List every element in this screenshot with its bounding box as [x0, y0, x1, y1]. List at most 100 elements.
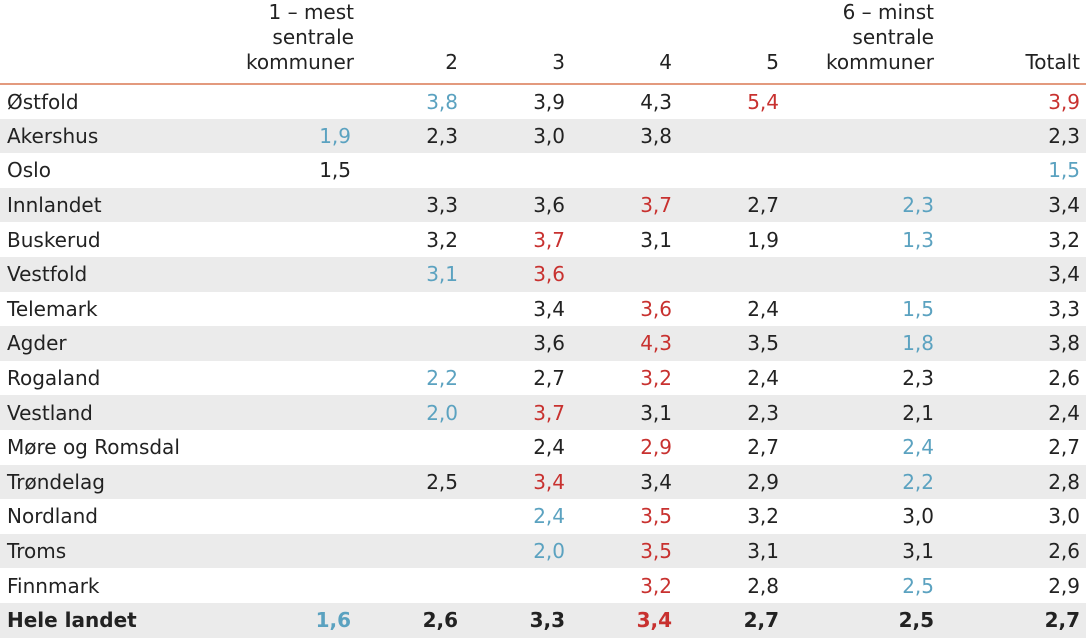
cell-col-5: 2,7	[747, 435, 779, 460]
cell-col-5: 2,4	[747, 366, 779, 391]
cell-col-6: 3,1	[785, 533, 940, 569]
cell-col-6: 1,5	[902, 296, 934, 321]
cell-col-total: 3,4	[940, 187, 1086, 223]
region-name: Akershus	[0, 118, 244, 154]
cell-col-5: 3,1	[678, 533, 785, 569]
cell-col-4: 3,2	[640, 366, 672, 391]
cell-col-6: 2,2	[785, 464, 940, 500]
cell-col-total: 3,2	[1048, 227, 1080, 252]
table-row: Nordland 2,4 3,5 3,2 3,0 3,0	[0, 499, 1086, 534]
cell-col-6: 2,1	[785, 395, 940, 430]
cell-col-3: 3,6	[464, 187, 571, 223]
cell-col-3: 3,6	[464, 256, 571, 292]
cell-col-5	[678, 153, 785, 188]
cell-col-4: 3,2	[640, 573, 672, 598]
cell-col-1: 1,9	[244, 118, 357, 154]
cell-col-2	[357, 533, 464, 569]
column-header-5: 5	[678, 0, 785, 85]
column-header-1-label: 1 – mest sentrale kommuner	[246, 0, 354, 74]
table-row: Agder 3,6 4,3 3,5 1,8 3,8	[0, 326, 1086, 361]
cell-col-1	[244, 256, 357, 292]
table-row: Troms 2,0 3,5 3,1 3,1 2,6	[0, 533, 1086, 569]
cell-col-1	[244, 499, 357, 534]
column-header-6-label: 6 – minst sentrale kommuner	[826, 0, 934, 74]
cell-col-6: 1,3	[902, 227, 934, 252]
region-name: Møre og Romsdal	[7, 435, 180, 460]
cell-col-3: 3,0	[464, 118, 571, 154]
table-row: Trøndelag 2,5 3,4 3,4 2,9 2,2 2,8	[0, 464, 1086, 500]
cell-col-6: 3,0	[902, 504, 934, 529]
column-header-total: Totalt	[940, 0, 1086, 85]
cell-col-4: 4,3	[640, 89, 672, 114]
region-name: Finnmark	[7, 573, 100, 598]
cell-col-5: 2,7	[678, 602, 785, 638]
cell-col-2: 3,1	[357, 256, 464, 292]
cell-col-4: 3,8	[571, 118, 678, 154]
cell-col-2: 2,0	[357, 395, 464, 430]
cell-col-5	[678, 118, 785, 154]
cell-col-total: 3,3	[1048, 296, 1080, 321]
cell-col-1	[244, 84, 357, 119]
column-header-3: 3	[464, 0, 571, 85]
cell-col-1	[244, 222, 357, 257]
table-row: Finnmark 3,2 2,8 2,5 2,9	[0, 568, 1086, 603]
cell-col-2: 2,5	[357, 464, 464, 500]
cell-col-4: 2,9	[640, 435, 672, 460]
table-row-total: Hele landet 1,6 2,6 3,3 3,4 2,7 2,5 2,7	[0, 602, 1086, 638]
cell-col-2: 3,3	[357, 187, 464, 223]
cell-col-2	[357, 153, 464, 188]
cell-col-2: 2,2	[426, 366, 458, 391]
cell-col-6: 2,3	[785, 187, 940, 223]
cell-col-5: 2,4	[747, 296, 779, 321]
cell-col-6: 1,8	[785, 326, 940, 361]
table-header: 1 – mest sentrale kommuner 2 3 4 5 6 – m…	[0, 0, 1086, 85]
cell-col-2	[357, 499, 464, 534]
region-name: Troms	[0, 533, 244, 569]
cell-col-4: 3,6	[640, 296, 672, 321]
table-row: Vestland 2,0 3,7 3,1 2,3 2,1 2,4	[0, 395, 1086, 430]
table-row: Rogaland 2,2 2,7 3,2 2,4 2,3 2,6	[0, 361, 1086, 396]
cell-col-3: 3,4	[464, 464, 571, 500]
cell-col-4	[571, 153, 678, 188]
cell-col-6: 2,5	[785, 602, 940, 638]
cell-col-6: 2,3	[902, 366, 934, 391]
cell-col-2	[357, 326, 464, 361]
region-name: Østfold	[7, 89, 79, 114]
table-row: Akershus 1,9 2,3 3,0 3,8 2,3	[0, 118, 1086, 154]
cell-col-2	[357, 292, 464, 327]
region-name: Innlandet	[0, 187, 244, 223]
cell-col-total: 2,3	[940, 118, 1086, 154]
cell-col-3: 2,4	[533, 504, 565, 529]
cell-col-1	[244, 464, 357, 500]
cell-col-4: 3,4	[571, 602, 678, 638]
table-row: Telemark 3,4 3,6 2,4 1,5 3,3	[0, 292, 1086, 327]
cell-col-6: 2,5	[902, 573, 934, 598]
cell-col-3	[464, 153, 571, 188]
cell-col-3: 2,4	[533, 435, 565, 460]
cell-col-3: 3,9	[533, 89, 565, 114]
region-name: Buskerud	[7, 227, 101, 252]
column-header-region	[0, 0, 244, 85]
cell-col-2: 2,6	[357, 602, 464, 638]
cell-col-3: 3,7	[533, 227, 565, 252]
cell-col-total: 2,7	[940, 602, 1086, 638]
cell-col-4: 3,5	[640, 504, 672, 529]
cell-col-5: 2,3	[678, 395, 785, 430]
table-row: Østfold 3,8 3,9 4,3 5,4 3,9	[0, 84, 1086, 119]
cell-col-4: 4,3	[571, 326, 678, 361]
cell-col-total: 3,9	[1048, 89, 1080, 114]
column-header-2: 2	[357, 0, 464, 85]
cell-col-2	[357, 568, 464, 603]
cell-col-total: 3,4	[940, 256, 1086, 292]
cell-col-total: 2,9	[1048, 573, 1080, 598]
cell-col-1	[244, 533, 357, 569]
table-row: Buskerud 3,2 3,7 3,1 1,9 1,3 3,2	[0, 222, 1086, 257]
cell-col-1	[244, 395, 357, 430]
cell-col-total: 2,6	[940, 533, 1086, 569]
header-row: 1 – mest sentrale kommuner 2 3 4 5 6 – m…	[0, 0, 1086, 85]
cell-col-1	[244, 187, 357, 223]
cell-col-3: 3,7	[464, 395, 571, 430]
table-row: Møre og Romsdal 2,4 2,9 2,7 2,4 2,7	[0, 430, 1086, 465]
cell-col-1	[244, 326, 357, 361]
